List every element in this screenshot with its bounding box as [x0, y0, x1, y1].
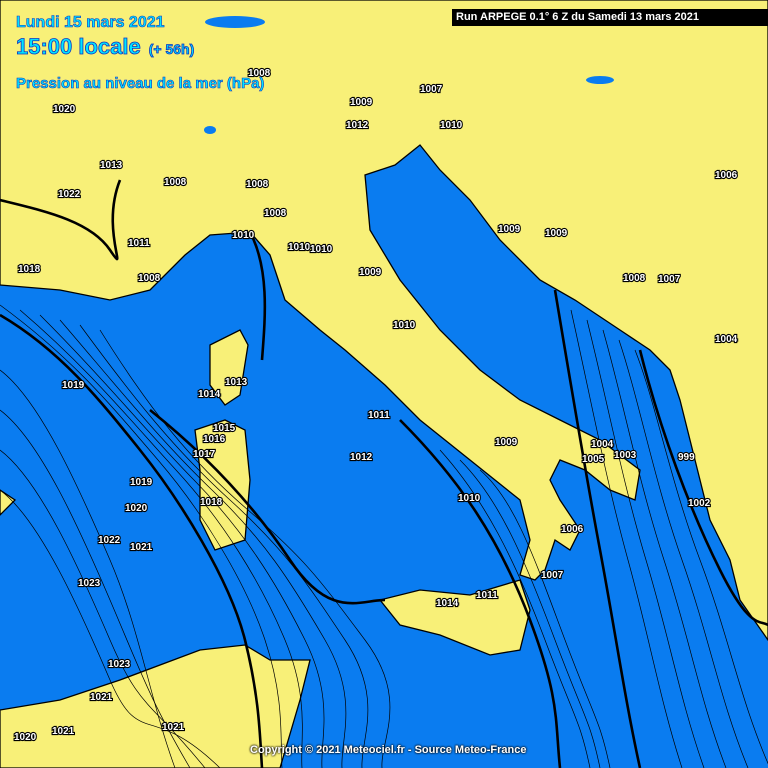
- isobar-thin: [439, 449, 591, 768]
- isobar-label: 1020: [53, 104, 76, 115]
- isobar-label: 1008: [264, 208, 287, 219]
- algeria-coast-land: [0, 489, 17, 516]
- forecast-date: Lundi 15 mars 2021: [16, 14, 165, 32]
- isobar-label: 1008: [248, 68, 271, 79]
- isobar-label: 1009: [359, 267, 382, 278]
- isobar-label: 1007: [420, 84, 443, 95]
- isobar-thin: [586, 319, 705, 768]
- lake: [205, 16, 265, 28]
- isobar-label: 1003: [614, 450, 637, 461]
- isobar-label: 1010: [310, 244, 333, 255]
- isobar-label: 1009: [495, 437, 518, 448]
- isobar-label: 1017: [193, 449, 216, 460]
- isobar-label: 1023: [78, 578, 101, 589]
- isobars: [0, 179, 768, 768]
- isobar-label: 1016: [203, 434, 226, 445]
- isobar-label: 1010: [458, 493, 481, 504]
- isobar-label: 1004: [591, 439, 614, 450]
- sicily-land: [378, 579, 531, 656]
- lake: [586, 76, 614, 84]
- isobar-label: 1008: [138, 273, 161, 284]
- isobar-label: 1021: [52, 726, 75, 737]
- isobar-label: 1022: [98, 535, 121, 546]
- isobar-thin: [39, 314, 325, 768]
- isobar-thin: [618, 339, 749, 768]
- isobar-thin: [634, 349, 768, 765]
- isobar-label: 1015: [213, 423, 236, 434]
- isobar-label: 1010: [288, 242, 311, 253]
- local-time: 15:00 locale: [16, 34, 142, 60]
- isobar-label: 1009: [350, 97, 373, 108]
- isobar-label: 1004: [715, 334, 738, 345]
- isobar-label: 1011: [128, 238, 150, 249]
- lake: [204, 126, 216, 134]
- isobar-label: 1014: [198, 389, 221, 400]
- isobar-thin: [459, 459, 601, 768]
- isobar-label: 1009: [498, 224, 521, 235]
- isobar-label: 1010: [232, 230, 255, 241]
- isobar-main: [399, 419, 562, 768]
- isobar-label: 1021: [130, 542, 153, 553]
- isobar-labels: 1019 1020 1021 1022 1023 1012 1011 1010 1009 1005…: [13, 67, 739, 744]
- isobar-label: 1008: [623, 273, 646, 284]
- isobar-label: 1012: [346, 120, 369, 131]
- isobar-label: 1012: [350, 452, 373, 463]
- isobar-label: 1009: [545, 228, 568, 239]
- isobar-label: 1008: [246, 179, 269, 190]
- isobar-label: 1018: [18, 264, 41, 275]
- north-africa-land: [0, 644, 311, 768]
- isobar-main: [248, 231, 267, 361]
- isobar-thin: [79, 324, 369, 768]
- isobar-main: [638, 349, 768, 627]
- lead-time: (+ 56h): [148, 41, 195, 58]
- isobar-main: [0, 313, 264, 768]
- isobar-label: 1013: [225, 377, 248, 388]
- mainland-land: [0, 0, 768, 642]
- isobar-label: 1018: [200, 497, 223, 508]
- isobar-main: [553, 289, 642, 768]
- isobar-label: 1019: [130, 477, 153, 488]
- isobar-label: 1022: [58, 189, 81, 200]
- isobar-label: 1005: [582, 454, 605, 465]
- isobar-label: 1011: [476, 590, 498, 601]
- isobar-thin: [0, 409, 191, 768]
- isobar-label: 999: [678, 452, 695, 463]
- isobar-label: 1020: [14, 732, 37, 743]
- isobar-main: [0, 179, 122, 261]
- isobar-label: 1013: [100, 160, 123, 171]
- isobar-thin: [0, 449, 206, 768]
- isobar-thin: [602, 329, 727, 768]
- isobar-thin: [59, 319, 347, 768]
- isobar-thin: [570, 309, 683, 768]
- corsica-land: [209, 329, 249, 406]
- isobar-label: 1011: [368, 410, 390, 421]
- isobar-label: 1010: [393, 320, 416, 331]
- isobar-main: [149, 408, 386, 605]
- copyright: Copyright © 2021 Meteociel.fr - Source M…: [250, 744, 527, 756]
- isobar-label: 1002: [688, 498, 711, 509]
- isobar-label: 1023: [108, 659, 131, 670]
- forecast-time: 15:00 locale (+ 56h): [16, 34, 195, 60]
- isobar-thin: [19, 309, 303, 768]
- isobar-label: 1020: [125, 503, 148, 514]
- isobar-label: 1006: [561, 524, 584, 535]
- isobar-label: 1021: [90, 692, 113, 703]
- isobar-label: 1014: [436, 598, 459, 609]
- isobar-thin: [0, 304, 283, 768]
- isobar-label: 1021: [162, 722, 185, 733]
- isobar-label: 1006: [715, 170, 738, 181]
- isobar-label: 1008: [164, 177, 187, 188]
- isobar-thin: [479, 469, 611, 768]
- isobar-label: 1010: [440, 120, 463, 131]
- isobar-label: 1019: [62, 380, 85, 391]
- isobar-thin: [0, 489, 221, 768]
- field-title: Pression au niveau de la mer (hPa): [16, 75, 265, 93]
- isobar-label: 1007: [658, 274, 681, 285]
- isobar-label: 1007: [541, 570, 564, 581]
- run-info: Run ARPEGE 0.1° 6 Z du Samedi 13 mars 20…: [452, 9, 768, 26]
